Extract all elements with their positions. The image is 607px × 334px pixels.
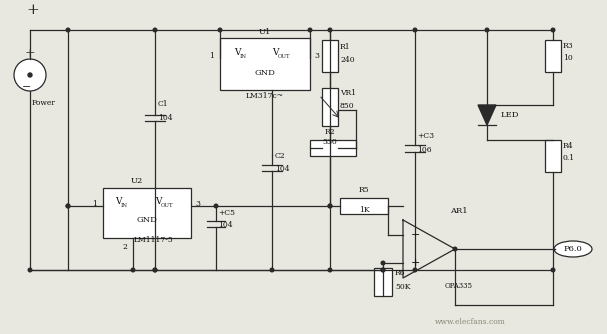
Circle shape: [66, 28, 70, 32]
Circle shape: [214, 204, 218, 208]
Text: 3: 3: [314, 52, 319, 60]
Bar: [310, 140, 356, 156]
Text: +: +: [411, 258, 421, 268]
Text: AR1: AR1: [450, 207, 467, 215]
Text: 1K: 1K: [359, 206, 369, 214]
Text: U2: U2: [131, 177, 143, 185]
Circle shape: [328, 28, 332, 32]
Text: P6.0: P6.0: [564, 245, 582, 253]
Text: 240: 240: [340, 56, 354, 64]
Text: 1: 1: [92, 200, 98, 208]
Text: V: V: [234, 47, 240, 56]
Text: OPA335: OPA335: [445, 282, 473, 290]
Ellipse shape: [554, 241, 592, 257]
Circle shape: [308, 28, 312, 32]
Circle shape: [485, 28, 489, 32]
Text: LED: LED: [501, 111, 520, 119]
Text: OUT: OUT: [278, 53, 291, 58]
Text: V: V: [155, 196, 161, 205]
Circle shape: [14, 59, 46, 91]
Circle shape: [413, 268, 417, 272]
Bar: [340, 198, 388, 214]
Text: C2: C2: [275, 152, 286, 160]
Circle shape: [218, 28, 222, 32]
Text: +C5: +C5: [218, 209, 235, 217]
Circle shape: [66, 204, 70, 208]
Polygon shape: [478, 105, 496, 125]
Circle shape: [153, 268, 157, 272]
Text: 104: 104: [158, 114, 172, 122]
Text: 106: 106: [417, 146, 432, 154]
Text: V: V: [272, 47, 279, 56]
Text: www.elecfans.com: www.elecfans.com: [435, 318, 506, 326]
Text: +C3: +C3: [417, 132, 434, 140]
Text: 850: 850: [340, 102, 354, 110]
Text: Power: Power: [32, 99, 56, 107]
Bar: [545, 40, 561, 72]
Circle shape: [28, 268, 32, 272]
Circle shape: [453, 247, 457, 251]
Text: R2: R2: [325, 128, 335, 136]
Circle shape: [328, 204, 332, 208]
Bar: [322, 88, 338, 126]
Text: 0.1: 0.1: [563, 154, 575, 162]
Text: OUT: OUT: [161, 202, 174, 207]
Text: LM317c~: LM317c~: [246, 92, 284, 100]
Text: R4: R4: [563, 142, 574, 150]
Bar: [103, 188, 191, 238]
Text: R3: R3: [563, 42, 574, 50]
Text: R6: R6: [395, 269, 405, 277]
Text: 2: 2: [123, 243, 127, 251]
Circle shape: [131, 268, 135, 272]
Text: 104: 104: [275, 165, 290, 173]
Text: 3: 3: [195, 200, 200, 208]
Text: 1: 1: [209, 52, 214, 60]
Text: +: +: [25, 46, 35, 59]
Text: 10: 10: [563, 54, 573, 62]
Text: LM1117-5: LM1117-5: [133, 236, 173, 244]
Circle shape: [28, 73, 32, 77]
Text: −: −: [411, 230, 421, 240]
Circle shape: [153, 268, 157, 272]
Text: R1: R1: [340, 43, 351, 51]
Circle shape: [270, 268, 274, 272]
Circle shape: [551, 268, 555, 272]
Bar: [220, 38, 310, 90]
Text: 50K: 50K: [395, 283, 410, 291]
Text: R5: R5: [359, 186, 369, 194]
Text: IN: IN: [121, 202, 128, 207]
Text: V: V: [115, 196, 121, 205]
Bar: [374, 268, 392, 296]
Text: GND: GND: [137, 216, 157, 224]
Text: C1: C1: [158, 100, 169, 108]
Circle shape: [153, 28, 157, 32]
Text: −: −: [22, 82, 32, 92]
Circle shape: [328, 204, 332, 208]
Text: 104: 104: [218, 221, 232, 229]
Text: U1: U1: [259, 28, 271, 36]
Text: GND: GND: [254, 69, 276, 77]
Circle shape: [413, 28, 417, 32]
Circle shape: [381, 268, 385, 272]
Text: IN: IN: [240, 53, 247, 58]
Bar: [545, 140, 561, 172]
Bar: [322, 40, 338, 72]
Circle shape: [381, 261, 385, 265]
Text: VR1: VR1: [340, 89, 356, 97]
Circle shape: [381, 268, 385, 272]
Circle shape: [66, 204, 70, 208]
Text: 530: 530: [323, 138, 337, 146]
Circle shape: [328, 268, 332, 272]
Circle shape: [551, 28, 555, 32]
Text: +: +: [26, 3, 39, 17]
